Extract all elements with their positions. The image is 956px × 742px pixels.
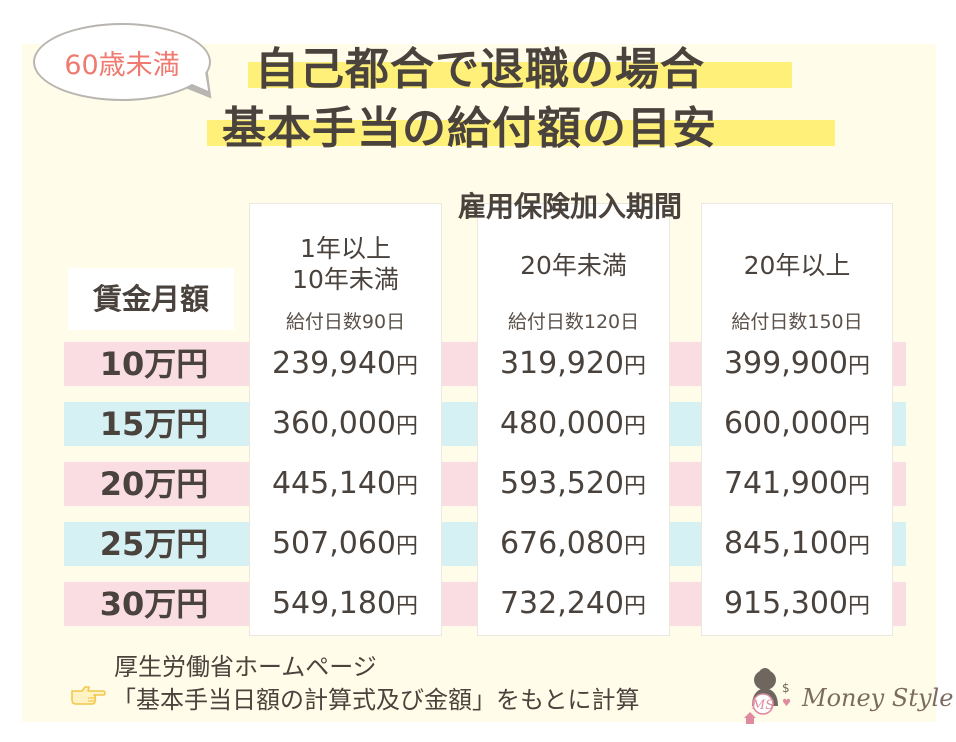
benefit-amount-value: 480,000	[499, 406, 625, 441]
title-highlight-1	[248, 62, 792, 88]
money-style-logo: MS $ ♥	[744, 668, 791, 724]
column-days-2: 給付日数120日	[507, 311, 640, 333]
source-line-1: 厚生労働省ホームページ	[114, 653, 377, 681]
benefit-amount-cell: 445,140円	[245, 462, 445, 506]
benefit-amount-value: 845,100	[723, 526, 849, 561]
column-header-1-line1: 1年以上	[300, 234, 391, 263]
column-days-3: 給付日数150日	[731, 311, 863, 333]
benefit-amount-value: 360,000	[271, 406, 397, 441]
yen-unit: 円	[848, 594, 871, 619]
benefit-amount-value: 915,300	[723, 586, 849, 621]
column-header-2-label: 20年未満	[520, 251, 627, 280]
benefit-amount-value: 593,520	[499, 466, 625, 501]
benefit-amount-value: 399,900	[723, 346, 849, 381]
benefit-amount-cell: 593,520円	[473, 462, 673, 506]
benefit-amount-cell: 676,080円	[473, 522, 673, 566]
yen-unit: 円	[624, 354, 647, 379]
row-wage-label: 10万円	[99, 345, 209, 383]
yen-unit: 円	[624, 594, 647, 619]
column-box-3	[701, 203, 893, 636]
wage-label-box	[68, 268, 234, 330]
yen-unit: 円	[624, 534, 647, 559]
brand-name: Money Style	[802, 684, 954, 712]
yen-unit: 円	[848, 354, 871, 379]
column-header-2: 20年未満	[477, 250, 670, 281]
benefit-amount-cell: 915,300円	[697, 582, 897, 626]
column-box-1	[249, 203, 442, 636]
benefit-amount-cell: 741,900円	[697, 462, 897, 506]
benefit-amount-value: 507,060	[271, 526, 397, 561]
column-header-1-line2: 10年未満	[292, 265, 399, 294]
age-badge: 60歳未満	[33, 23, 211, 101]
svg-text:$: $	[782, 681, 790, 695]
title-line-1: 自己都合で退職の場合	[255, 44, 705, 95]
pointing-hand-icon	[71, 686, 106, 705]
benefit-amount-value: 600,000	[723, 406, 849, 441]
benefit-amount-cell: 480,000円	[473, 402, 673, 446]
title-line-2: 基本手当の給付額の目安	[222, 103, 717, 154]
row-wage-label: 30万円	[99, 585, 209, 623]
yen-unit: 円	[848, 534, 871, 559]
benefit-amount-value: 549,180	[271, 586, 397, 621]
benefit-amount-cell: 360,000円	[245, 402, 445, 446]
benefit-amount-cell: 549,180円	[245, 582, 445, 626]
benefit-amount-cell: 239,940円	[245, 342, 445, 386]
benefit-amount-cell: 600,000円	[697, 402, 897, 446]
row-wage-label: 25万円	[99, 525, 209, 563]
yen-unit: 円	[396, 414, 419, 439]
benefit-amount-cell: 732,240円	[473, 582, 673, 626]
column-header-1: 1年以上 10年未満	[249, 233, 442, 295]
yen-unit: 円	[848, 414, 871, 439]
wage-row-header: 賃金月額	[92, 282, 209, 316]
benefit-amount-value: 741,900	[723, 466, 849, 501]
svg-text:♥: ♥	[782, 698, 791, 709]
benefit-amount-value: 319,920	[499, 346, 625, 381]
period-header: 雇用保険加入期間	[457, 190, 682, 223]
benefit-amount-value: 239,940	[271, 346, 397, 381]
yen-unit: 円	[848, 474, 871, 499]
svg-text:MS: MS	[751, 698, 774, 713]
benefit-amount-cell: 319,920円	[473, 342, 673, 386]
column-header-3-label: 20年以上	[743, 251, 851, 280]
yen-unit: 円	[396, 594, 419, 619]
benefit-amount-cell: 507,060円	[245, 522, 445, 566]
benefit-amount-cell: 399,900円	[697, 342, 897, 386]
yen-unit: 円	[396, 534, 419, 559]
row-wage-label: 15万円	[99, 405, 209, 443]
benefit-amount-value: 676,080	[499, 526, 625, 561]
yen-unit: 円	[396, 474, 419, 499]
row-wage-label: 20万円	[99, 465, 209, 503]
column-days-1: 給付日数90日	[285, 311, 406, 333]
yen-unit: 円	[396, 354, 419, 379]
yen-unit: 円	[624, 414, 647, 439]
column-header-3: 20年以上	[701, 250, 893, 281]
benefit-amount-cell: 845,100円	[697, 522, 897, 566]
yen-unit: 円	[624, 474, 647, 499]
benefit-amount-value: 445,140	[271, 466, 397, 501]
column-box-2	[477, 203, 670, 636]
source-line-2: 「基本手当日額の計算式及び金額」をもとに計算	[112, 686, 640, 714]
benefit-amount-value: 732,240	[499, 586, 625, 621]
title-highlight-2	[207, 120, 835, 146]
